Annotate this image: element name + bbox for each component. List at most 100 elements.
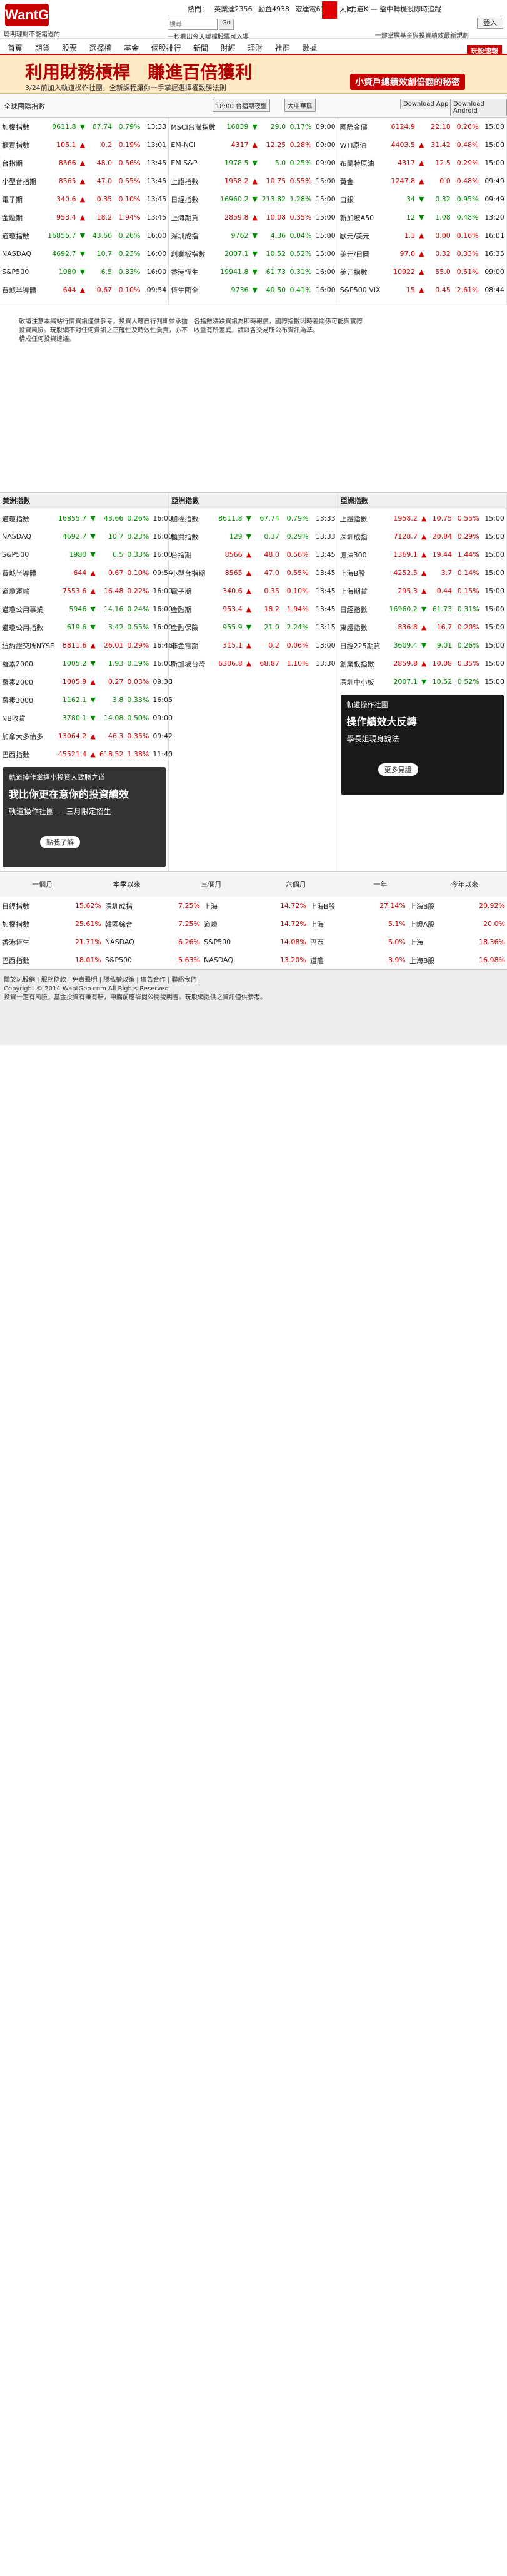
download-android-button[interactable]: Download Android: [450, 99, 507, 116]
promo-link-2[interactable]: 一鍵掌握基金與投資績效最新規劃: [375, 33, 469, 39]
quote-row[interactable]: NB收貨 3780.1 ▼ 14.08 0.50% 09:00: [0, 709, 174, 727]
quote-row[interactable]: 加權指數 8611.8 ▼ 67.74 0.79% 13:33: [169, 509, 337, 527]
performance-index[interactable]: S&P500: [203, 938, 231, 946]
quote-row[interactable]: 上海期貨 295.3 ▲ 0.44 0.15% 15:00: [338, 582, 506, 600]
quote-row[interactable]: 上證指數 1958.2 ▲ 10.75 0.55% 15:00: [169, 172, 337, 190]
quote-row[interactable]: 金融期 953.4 ▲ 18.2 1.94% 13:45: [0, 208, 168, 227]
search-button[interactable]: Go: [219, 19, 234, 30]
quote-row[interactable]: 道瓊指數 16855.7 ▼ 43.66 0.26% 16:00: [0, 509, 174, 527]
nav-item[interactable]: 社群: [274, 44, 290, 53]
nav-item[interactable]: 期貨: [34, 44, 50, 53]
quote-row[interactable]: S&P500 1980 ▼ 6.5 0.33% 16:00: [0, 263, 168, 281]
quote-row[interactable]: 上海B股 4252.5 ▲ 3.7 0.14% 15:00: [338, 564, 506, 582]
nav-item[interactable]: 基金: [124, 44, 139, 53]
quote-row[interactable]: 電子期 340.6 ▲ 0.35 0.10% 13:45: [169, 582, 337, 600]
quote-row[interactable]: 歐元/美元 1.1 ▲ 0.00 0.16% 16:01: [338, 227, 506, 245]
quote-row[interactable]: 美元/日圓 97.0 ▲ 0.32 0.33% 16:35: [338, 245, 506, 263]
quote-row[interactable]: 深圳中小板 2007.1 ▼ 10.52 0.52% 15:00: [338, 673, 506, 691]
nav-item[interactable]: 股票: [62, 44, 78, 53]
quote-row[interactable]: 櫃買指數 105.1 ▲ 0.2 0.19% 13:01: [0, 136, 168, 154]
ad-left[interactable]: 軌道操作掌握小投資人致勝之道 我比你更在意你的投資績效 軌道操作社團 — 三月限…: [3, 767, 166, 867]
perf-tab[interactable]: 三個月: [201, 880, 222, 888]
quote-row[interactable]: 布蘭特原油 4317 ▲ 12.5 0.29% 15:00: [338, 154, 506, 172]
performance-index[interactable]: 韓國綜合: [104, 920, 133, 929]
quote-row[interactable]: 巴西指數 45521.4 ▲ 618.52 1.38% 11:40: [0, 745, 174, 763]
quote-row[interactable]: 台指期 8566 ▲ 48.0 0.56% 13:45: [169, 546, 337, 564]
nav-item[interactable]: 個股排行: [151, 44, 181, 53]
quote-row[interactable]: EM-NCI 4317 ▲ 12.25 0.28% 09:00: [169, 136, 337, 154]
quote-row[interactable]: 費城半導體 644 ▲ 0.67 0.10% 09:54: [0, 281, 168, 299]
quote-row[interactable]: 恆生國企 9736 ▼ 40.50 0.41% 16:00: [169, 281, 337, 299]
quote-row[interactable]: 道瓊公用事業 5946 ▼ 14.16 0.24% 16:00: [0, 600, 174, 618]
quote-row[interactable]: 小型台指期 8565 ▲ 47.0 0.55% 13:45: [169, 564, 337, 582]
quote-row[interactable]: 新加坡台灣 6306.8 ▲ 68.87 1.10% 13:30: [169, 654, 337, 673]
performance-index[interactable]: 深圳成指: [104, 902, 133, 910]
login-button[interactable]: 登入: [477, 18, 503, 29]
performance-index[interactable]: 上海: [409, 938, 423, 947]
ad-right[interactable]: 軌道操作社團 操作績效大反轉 學長姐現身說法 更多見證: [340, 695, 504, 795]
quote-row[interactable]: MSCI台灣指數 16839 ▼ 29.0 0.17% 09:00: [169, 118, 337, 136]
performance-index[interactable]: 香港恆生: [2, 938, 29, 947]
quote-row[interactable]: 美元指數 10922 ▲ 55.0 0.51% 09:00: [338, 263, 506, 281]
performance-index[interactable]: 道瓊: [309, 956, 324, 965]
quote-row[interactable]: WTI原油 4403.5 ▲ 31.42 0.48% 15:00: [338, 136, 506, 154]
quote-row[interactable]: 金融保險 955.9 ▼ 21.0 2.24% 13:15: [169, 618, 337, 636]
perf-tab[interactable]: 本季以來: [113, 880, 141, 888]
quote-row[interactable]: 上證指數 1958.2 ▲ 10.75 0.55% 15:00: [338, 509, 506, 527]
performance-index[interactable]: S&P500: [104, 956, 133, 964]
promo-banner[interactable]: 利用財務槓桿 賺進百倍獲利 3/24前加入軌道操作社團，全新課程讓你一手掌握選擇…: [0, 55, 507, 94]
quote-row[interactable]: 紐約證交所NYSE 8811.6 ▲ 26.01 0.29% 16:46: [0, 636, 174, 654]
quote-row[interactable]: 櫃買指數 129 ▼ 0.37 0.29% 13:33: [169, 527, 337, 546]
quote-row[interactable]: 道瓊運輸 7553.6 ▲ 16.48 0.22% 16:00: [0, 582, 174, 600]
perf-tab[interactable]: 一個月: [32, 880, 53, 888]
quote-row[interactable]: 羅素3000 1162.1 ▼ 3.8 0.33% 16:05: [0, 691, 174, 709]
hot-link[interactable]: 勤益4938: [258, 5, 289, 13]
performance-index[interactable]: 道瓊: [203, 920, 218, 929]
perf-tab[interactable]: 一年: [373, 880, 388, 888]
quote-row[interactable]: 滬深300 1369.1 ▲ 19.44 1.44% 15:00: [338, 546, 506, 564]
quote-row[interactable]: 金融期 953.4 ▲ 18.2 1.94% 13:45: [169, 600, 337, 618]
ad-button[interactable]: 點我了解: [40, 836, 80, 848]
quote-row[interactable]: 費城半導體 644 ▲ 0.67 0.10% 09:54: [0, 564, 174, 582]
download-app-button[interactable]: Download App: [400, 99, 452, 109]
perf-tab[interactable]: 今年以來: [451, 880, 479, 888]
quote-row[interactable]: 創業板指數 2859.8 ▲ 10.08 0.35% 15:00: [338, 654, 506, 673]
quote-row[interactable]: 道瓊公用指數 619.6 ▼ 3.42 0.55% 16:00: [0, 618, 174, 636]
quote-row[interactable]: 電子期 340.6 ▲ 0.35 0.10% 13:45: [0, 190, 168, 208]
performance-index[interactable]: 上海B股: [309, 902, 336, 910]
perf-tab[interactable]: 六個月: [285, 880, 306, 888]
performance-index[interactable]: 上海: [203, 902, 218, 910]
quote-row[interactable]: 日經指數 16960.2 ▼ 213.82 1.28% 15:00: [169, 190, 337, 208]
footer-links[interactable]: 關於玩股網 | 服務條款 | 免責聲明 | 隱私權政策 | 廣告合作 | 聯絡我…: [4, 977, 197, 984]
nav-item[interactable]: 新聞: [193, 44, 209, 53]
quote-row[interactable]: 上海期貨 2859.8 ▲ 10.08 0.35% 15:00: [169, 208, 337, 227]
quote-row[interactable]: 創業板指數 2007.1 ▼ 10.52 0.52% 15:00: [169, 245, 337, 263]
quote-row[interactable]: NASDAQ 4692.7 ▼ 10.7 0.23% 16:00: [0, 245, 168, 263]
quote-row[interactable]: 白銀 34 ▼ 0.32 0.95% 09:49: [338, 190, 506, 208]
performance-index[interactable]: 巴西: [309, 938, 324, 947]
performance-index[interactable]: 上海B股: [409, 902, 435, 910]
performance-index[interactable]: 上海B股: [409, 956, 435, 965]
banner-cta-button[interactable]: 小資戶總績效創倍翻的秘密: [350, 74, 465, 90]
promo-link[interactable]: 一秒看出今天哪檔股票可入場: [168, 34, 249, 41]
quote-row[interactable]: 台指期 8566 ▲ 48.0 0.56% 13:45: [0, 154, 168, 172]
nav-item[interactable]: 數據: [302, 44, 318, 53]
quote-row[interactable]: 日經225期貨 3609.4 ▼ 9.01 0.26% 15:00: [338, 636, 506, 654]
logo[interactable]: WantGoo: [5, 4, 66, 26]
top-promo-link[interactable]: 力道K — 盤中轉機股即時追蹤: [350, 5, 442, 13]
quote-row[interactable]: 深圳成指 7128.7 ▲ 20.84 0.29% 15:00: [338, 527, 506, 546]
performance-index[interactable]: 上海: [309, 920, 324, 929]
quick-news-button[interactable]: 玩股速報: [467, 45, 502, 56]
quote-row[interactable]: 新加坡A50 12 ▼ 1.08 0.48% 13:20: [338, 208, 506, 227]
region-button[interactable]: 大中華區: [284, 99, 316, 112]
nav-item[interactable]: 首頁: [8, 44, 23, 53]
quote-row[interactable]: 小型台指期 8565 ▲ 47.0 0.55% 13:45: [0, 172, 168, 190]
quote-row[interactable]: 香港恆生 19941.8 ▼ 61.73 0.31% 16:00: [169, 263, 337, 281]
performance-index[interactable]: 日經指數: [2, 902, 29, 910]
search-input[interactable]: [168, 19, 218, 30]
quote-row[interactable]: S&P500 VIX 15 ▲ 0.45 2.61% 08:44: [338, 281, 506, 299]
quote-row[interactable]: 東證指數 836.8 ▲ 16.7 0.20% 15:00: [338, 618, 506, 636]
night-session-button[interactable]: 18:00 台指期夜盤: [213, 99, 270, 112]
quote-row[interactable]: 黃金 1247.8 ▲ 0.0 0.48% 09:49: [338, 172, 506, 190]
ad-button[interactable]: 更多見證: [378, 763, 418, 776]
